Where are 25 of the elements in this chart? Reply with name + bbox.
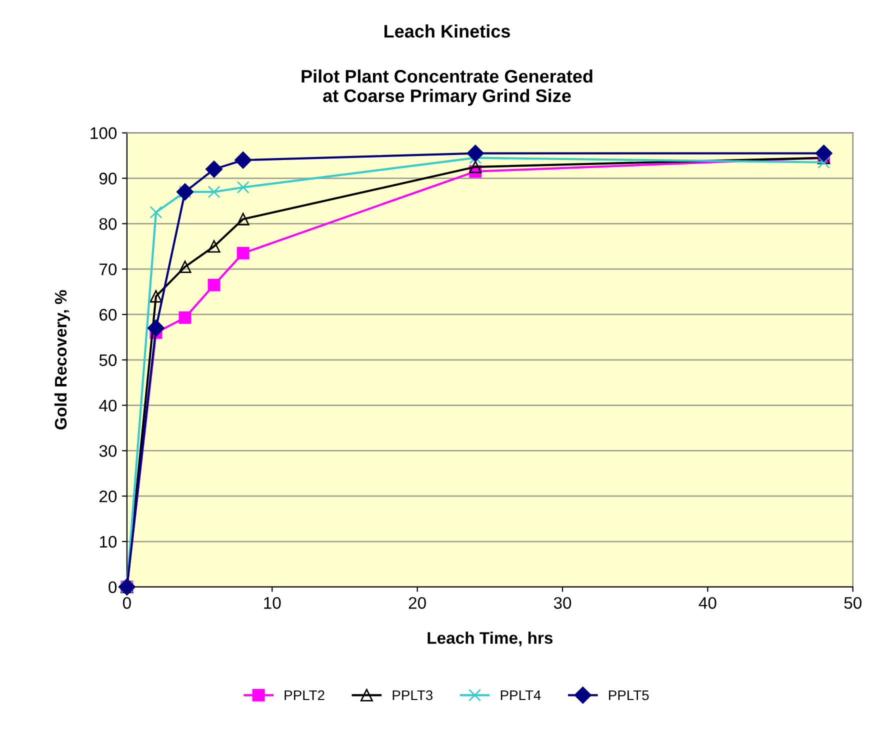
y-tick-label: 100	[90, 127, 117, 140]
x-tick-label: 30	[554, 597, 572, 609]
y-tick-label: 50	[99, 354, 117, 366]
y-tick-label: 90	[99, 172, 117, 184]
x-tick-label: 10	[264, 597, 281, 609]
legend-label: PPLT4	[500, 690, 541, 700]
y-tick-label: 60	[100, 308, 117, 321]
legend-label: PPLT3	[392, 690, 432, 700]
y-tick-label: 40	[99, 400, 117, 412]
y-tick-label: 0	[108, 581, 117, 594]
y-tick-label: 30	[99, 445, 117, 457]
x-tick-label: 0	[122, 597, 131, 609]
y-tick-label: 20	[100, 490, 117, 502]
legend-label: PPLT5	[609, 690, 649, 700]
y-tick-label: 70	[100, 263, 117, 276]
x-axis-title: Leach Time, hrs	[428, 632, 553, 646]
y-tick-label: 80	[99, 218, 117, 230]
x-tick-label: 50	[844, 597, 862, 609]
x-tick-label: 40	[698, 597, 716, 609]
y-axis-title: Gold Recovery, %	[54, 290, 70, 430]
chart-title: Leach Kinetics	[384, 24, 510, 38]
legend-label: PPLT2	[284, 690, 324, 700]
y-tick-label: 10	[100, 536, 117, 548]
chart-subtitle: Pilot Plant Concentrate Generated at Coarse Primary Grind Size	[302, 69, 592, 106]
x-tick-label: 20	[408, 597, 426, 609]
